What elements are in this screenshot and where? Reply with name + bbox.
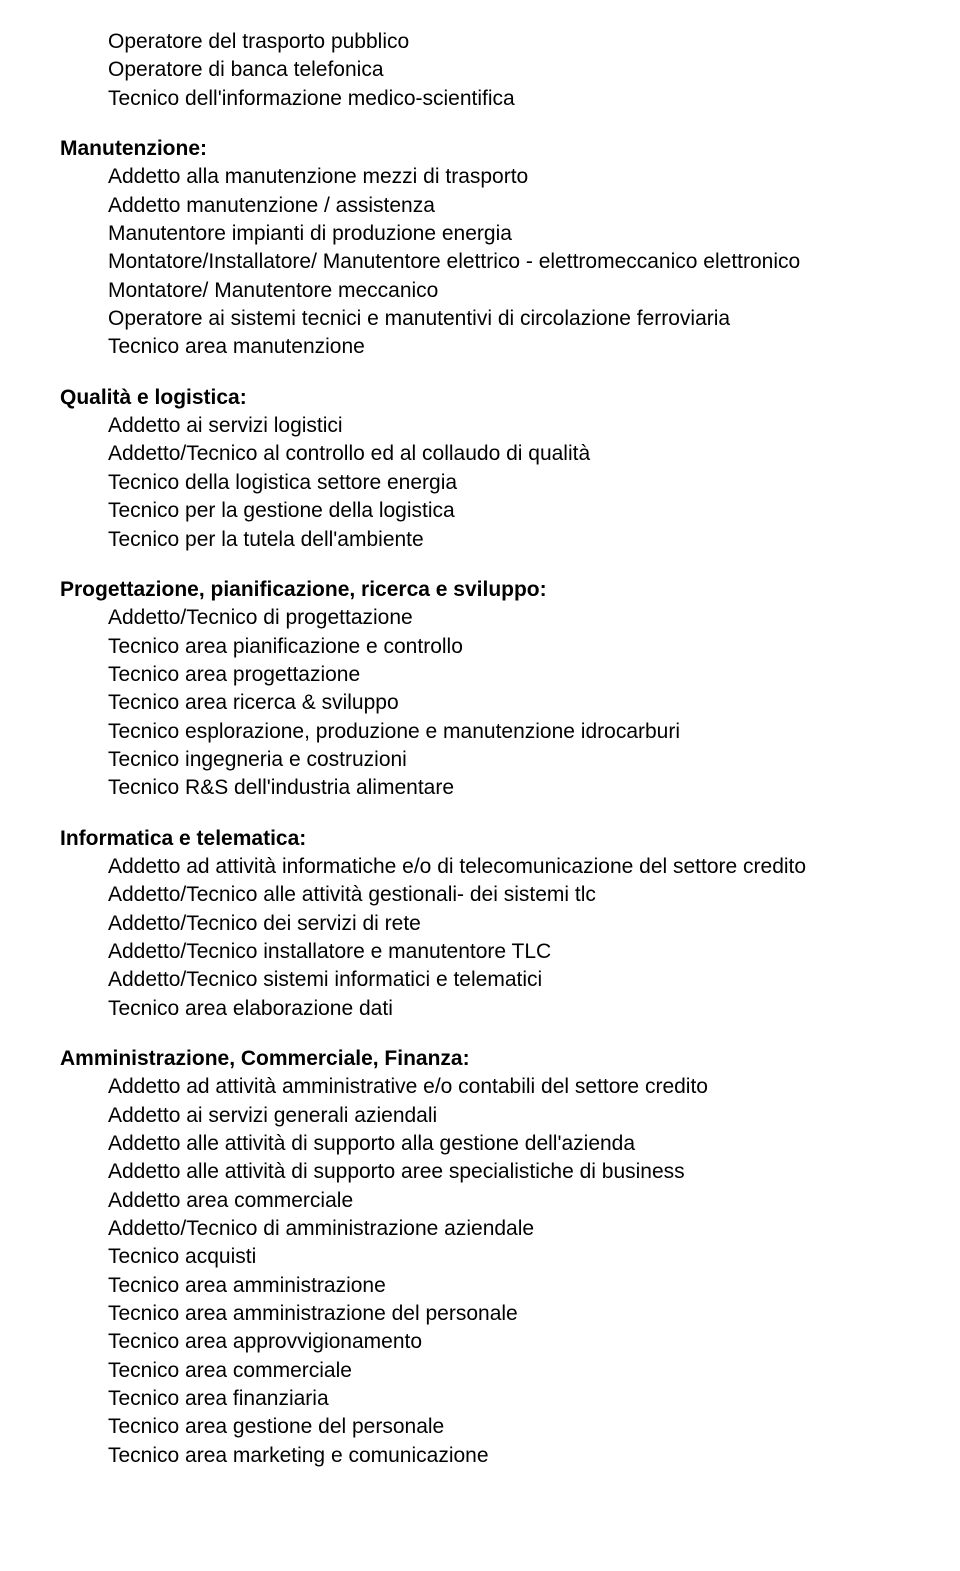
list-item: Addetto/Tecnico di progettazione [60,604,900,632]
list-item: Tecnico dell'informazione medico-scienti… [60,85,900,113]
section-heading: Amministrazione, Commerciale, Finanza: [60,1045,900,1073]
section-heading: Informatica e telematica: [60,825,900,853]
list-item: Addetto area commerciale [60,1187,900,1215]
list-item: Tecnico area ricerca & sviluppo [60,689,900,717]
list-item: Tecnico area approvvigionamento [60,1328,900,1356]
list-item: Tecnico per la tutela dell'ambiente [60,526,900,554]
list-item: Addetto/Tecnico di amministrazione azien… [60,1215,900,1243]
section: Progettazione, pianificazione, ricerca e… [60,576,900,803]
list-item: Addetto/Tecnico alle attività gestionali… [60,881,900,909]
list-item: Montatore/Installatore/ Manutentore elet… [60,248,900,276]
list-item: Tecnico area manutenzione [60,333,900,361]
list-item: Tecnico area amministrazione [60,1272,900,1300]
list-item: Addetto/Tecnico installatore e manutento… [60,938,900,966]
list-item: Tecnico area gestione del personale [60,1413,900,1441]
list-item: Operatore ai sistemi tecnici e manutenti… [60,305,900,333]
list-item: Addetto/Tecnico sistemi informatici e te… [60,966,900,994]
list-item: Tecnico area amministrazione del persona… [60,1300,900,1328]
list-item: Operatore del trasporto pubblico [60,28,900,56]
list-item: Tecnico area elaborazione dati [60,995,900,1023]
list-item: Addetto alla manutenzione mezzi di trasp… [60,163,900,191]
list-item: Tecnico area progettazione [60,661,900,689]
list-item: Addetto ai servizi logistici [60,412,900,440]
leading-items-block: Operatore del trasporto pubblicoOperator… [60,28,900,113]
list-item: Addetto ad attività informatiche e/o di … [60,853,900,881]
section-heading: Progettazione, pianificazione, ricerca e… [60,576,900,604]
sections-container: Manutenzione:Addetto alla manutenzione m… [60,135,900,1470]
list-item: Tecnico area marketing e comunicazione [60,1442,900,1470]
list-item: Tecnico R&S dell'industria alimentare [60,774,900,802]
list-item: Tecnico acquisti [60,1243,900,1271]
list-item: Tecnico per la gestione della logistica [60,497,900,525]
list-item: Addetto/Tecnico al controllo ed al colla… [60,440,900,468]
section: Qualità e logistica:Addetto ai servizi l… [60,384,900,554]
list-item: Tecnico area commerciale [60,1357,900,1385]
section: Manutenzione:Addetto alla manutenzione m… [60,135,900,362]
document-page: Operatore del trasporto pubblicoOperator… [0,0,960,1532]
list-item: Addetto ad attività amministrative e/o c… [60,1073,900,1101]
list-item: Addetto alle attività di supporto alla g… [60,1130,900,1158]
list-item: Tecnico area pianificazione e controllo [60,633,900,661]
section-heading: Manutenzione: [60,135,900,163]
list-item: Tecnico area finanziaria [60,1385,900,1413]
list-item: Tecnico esplorazione, produzione e manut… [60,718,900,746]
list-item: Tecnico della logistica settore energia [60,469,900,497]
list-item: Operatore di banca telefonica [60,56,900,84]
section-heading: Qualità e logistica: [60,384,900,412]
list-item: Addetto alle attività di supporto aree s… [60,1158,900,1186]
list-item: Addetto ai servizi generali aziendali [60,1102,900,1130]
section: Informatica e telematica:Addetto ad atti… [60,825,900,1023]
list-item: Manutentore impianti di produzione energ… [60,220,900,248]
list-item: Addetto/Tecnico dei servizi di rete [60,910,900,938]
list-item: Montatore/ Manutentore meccanico [60,277,900,305]
section: Amministrazione, Commerciale, Finanza:Ad… [60,1045,900,1470]
list-item: Addetto manutenzione / assistenza [60,192,900,220]
list-item: Tecnico ingegneria e costruzioni [60,746,900,774]
